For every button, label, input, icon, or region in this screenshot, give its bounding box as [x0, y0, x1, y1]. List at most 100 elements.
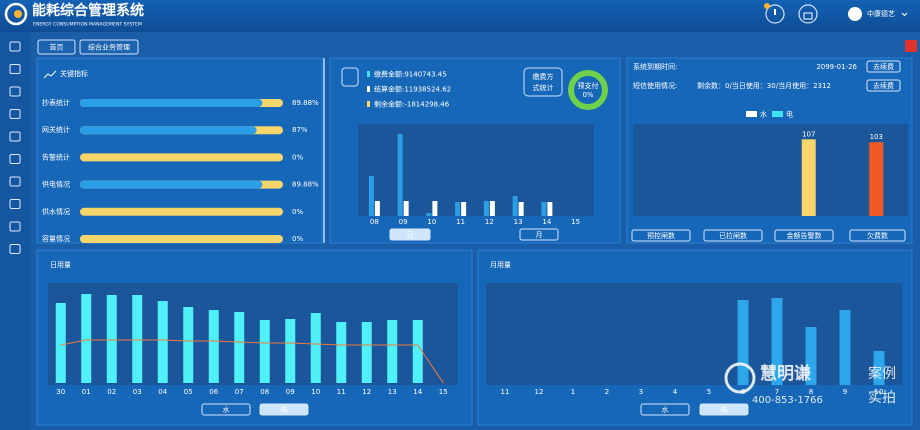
sidebar-icon[interactable]: [9, 109, 21, 119]
x-tick-label: 05: [184, 388, 193, 396]
tab-label[interactable]: 首页: [50, 43, 64, 52]
metric-value: 0%: [292, 235, 303, 243]
lock-glyph: [803, 12, 813, 20]
button-label[interactable]: 电: [281, 405, 288, 414]
bar: [547, 202, 553, 216]
value-label: 107: [802, 130, 815, 138]
button[interactable]: [631, 229, 691, 242]
x-tick-label: 8: [809, 388, 813, 396]
button[interactable]: [774, 229, 834, 242]
x-tick-label: 13: [388, 388, 397, 396]
metric-value: 89.88%: [292, 181, 319, 189]
bar: [285, 319, 296, 383]
close-button[interactable]: [905, 40, 917, 52]
tab[interactable]: [37, 39, 76, 55]
bar: [771, 298, 783, 385]
x-tick-label: 15: [439, 388, 448, 396]
x-tick-label: 01: [82, 388, 91, 396]
bar: [397, 134, 403, 216]
avatar[interactable]: [848, 7, 862, 21]
tab-label[interactable]: 综合业务管理: [88, 43, 130, 52]
button[interactable]: [703, 229, 763, 242]
sidebar-icons: [9, 41, 21, 254]
sidebar-icon[interactable]: [9, 154, 21, 164]
notice-icon[interactable]: [765, 4, 785, 24]
sidebar-icon[interactable]: [9, 41, 21, 52]
x-tick-label: 5: [707, 388, 711, 396]
button-label[interactable]: 已拉闸数: [719, 231, 747, 240]
button-label[interactable]: 月: [536, 231, 543, 239]
button-label[interactable]: 去续费: [873, 62, 894, 71]
metrics-icon: [43, 70, 57, 79]
sidebar-icon[interactable]: [9, 86, 21, 97]
sidebar-icon[interactable]: [9, 244, 21, 254]
button-label[interactable]: 水: [662, 405, 669, 414]
metric-label: 抄表统计: [42, 98, 70, 107]
x-tick-label: 06: [209, 388, 218, 396]
watermark-phone: 400-853-1766: [752, 395, 823, 406]
button[interactable]: [389, 228, 431, 241]
x-tick-label: 09: [399, 218, 408, 226]
button[interactable]: [699, 403, 749, 416]
plot-area: [486, 283, 902, 385]
donut-track: [568, 70, 608, 110]
button-label[interactable]: 水: [223, 405, 230, 414]
button[interactable]: [519, 228, 559, 241]
bar: [361, 322, 372, 383]
payment-icon: [341, 67, 359, 87]
x-tick-label: 08: [260, 388, 269, 396]
bar: [512, 196, 518, 216]
bar: [483, 201, 489, 216]
x-tick-label: 04: [158, 388, 167, 396]
bar: [234, 312, 245, 383]
sidebar-icon[interactable]: [9, 221, 21, 232]
donut-title: 缴费方: [533, 72, 554, 81]
bar: [541, 202, 547, 216]
sidebar-icon[interactable]: [9, 176, 21, 187]
bar: [869, 142, 884, 216]
bar: [455, 202, 461, 216]
button-label[interactable]: 日: [407, 231, 414, 239]
button[interactable]: [640, 403, 690, 416]
button[interactable]: [849, 229, 906, 242]
button[interactable]: [866, 60, 901, 73]
notice-glyph: [774, 9, 776, 15]
user-caret[interactable]: [901, 12, 908, 17]
sidebar-icon[interactable]: [9, 131, 21, 142]
bar: [368, 176, 374, 216]
progress-track: [80, 207, 283, 216]
button[interactable]: [866, 79, 901, 92]
button[interactable]: [259, 403, 309, 416]
lock-icon[interactable]: [798, 4, 818, 24]
x-tick-label: 11: [456, 218, 465, 226]
x-tick-label: 12: [362, 388, 371, 396]
sidebar-icon[interactable]: [9, 199, 21, 209]
metric-value: 87%: [292, 126, 308, 134]
x-tick-label: 10: [311, 388, 320, 396]
metric-value: 0%: [292, 208, 303, 216]
user-name[interactable]: 中康德艺: [867, 9, 895, 18]
button-label[interactable]: 金额告警数: [787, 231, 822, 240]
button-label[interactable]: 预控闸数: [647, 231, 675, 240]
progress-track: [80, 235, 283, 243]
x-tick-label: 12: [485, 218, 494, 226]
x-tick-label: 10: [427, 218, 436, 226]
tab[interactable]: [79, 39, 139, 55]
bar: [81, 294, 92, 383]
button-label[interactable]: 欠费数: [867, 231, 888, 240]
button-label[interactable]: 电: [721, 405, 728, 414]
donut-title: 式统计: [533, 83, 554, 92]
panel-title: 关键指标: [60, 69, 88, 78]
logo: [4, 2, 28, 26]
progress-bar: [80, 180, 263, 189]
sidebar-icon[interactable]: [9, 64, 21, 74]
button-label[interactable]: 去续费: [873, 81, 894, 90]
x-tick-label: 9: [843, 388, 847, 396]
metric-label: 容量情况: [42, 234, 70, 243]
button[interactable]: [201, 403, 251, 416]
donut-value: 0%: [582, 91, 593, 99]
x-tick-label: 4: [673, 388, 678, 396]
bar: [208, 310, 219, 383]
